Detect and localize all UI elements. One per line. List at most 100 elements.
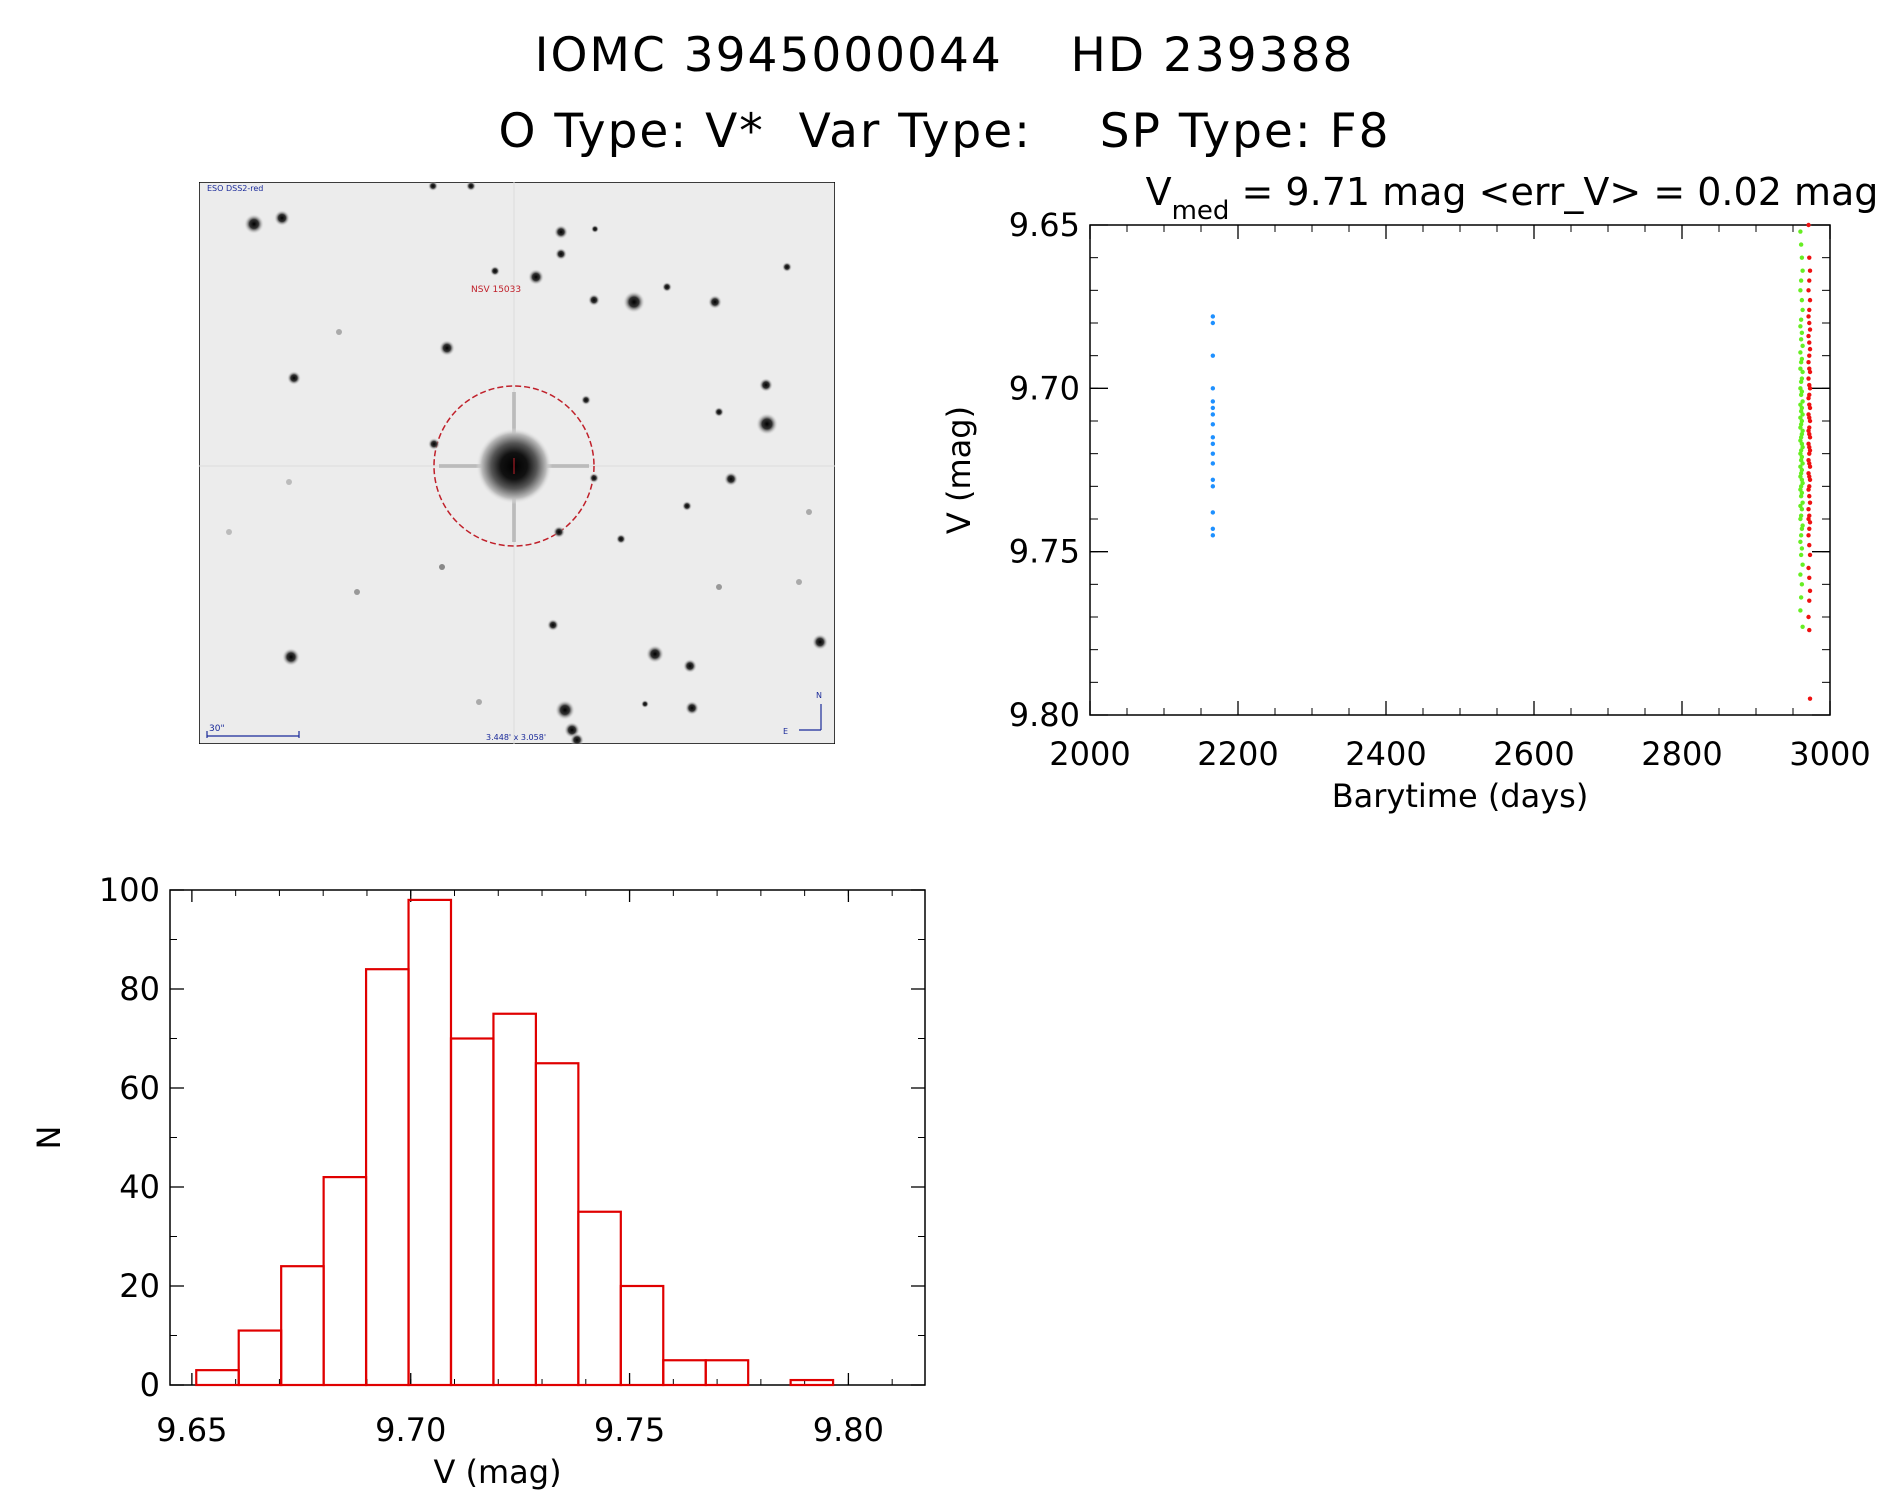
data-point	[1210, 320, 1216, 326]
survey-label: ESO DSS2-red	[207, 184, 263, 193]
histogram-bar	[789, 1378, 835, 1387]
data-point	[1210, 435, 1216, 440]
data-point	[1807, 451, 1812, 456]
histogram-bar	[449, 1037, 495, 1387]
histogram-bar	[577, 1210, 622, 1387]
data-point	[1807, 418, 1813, 424]
data-point	[1807, 369, 1813, 375]
x-axis-label: Barytime (days)	[1332, 777, 1589, 815]
data-point	[1806, 288, 1811, 293]
data-point	[1799, 526, 1805, 531]
x-tick-label: 2400	[1345, 735, 1426, 773]
y-tick-label: 0	[140, 1366, 160, 1404]
y-tick-label: 60	[119, 1069, 160, 1107]
data-point	[1798, 242, 1804, 247]
data-point	[1807, 464, 1813, 469]
data-point	[1807, 598, 1812, 603]
data-point	[1210, 399, 1216, 404]
data-point	[1210, 533, 1216, 538]
histogram-bar	[237, 1329, 283, 1387]
data-point	[1798, 337, 1804, 342]
east-label: E	[783, 727, 788, 736]
data-point	[1800, 500, 1805, 505]
data-point	[1210, 412, 1216, 417]
scale-label: 30"	[209, 724, 225, 734]
x-tick-label: 2000	[1049, 735, 1130, 773]
histogram-bar	[704, 1359, 750, 1387]
data-point	[1210, 422, 1216, 427]
data-point	[1806, 507, 1811, 512]
histogram-bar	[492, 1012, 538, 1387]
data-point	[1798, 324, 1803, 329]
fov-label: 3.448' x 3.058'	[486, 733, 546, 742]
data-point	[1798, 229, 1803, 234]
histogram-plot-area: 9.65 9.70 9.75 9.80 0 20 40 60 80 100 V (mag) N	[30, 871, 926, 1491]
data-point	[1798, 379, 1804, 384]
data-point	[1807, 405, 1813, 411]
data-point	[1799, 297, 1805, 303]
x-tick-label: 2800	[1641, 735, 1722, 773]
x-tick-label: 9.65	[156, 1411, 227, 1449]
data-point	[1798, 608, 1803, 613]
x-tick-label: 9.70	[375, 1411, 446, 1449]
histogram-bar	[534, 1062, 580, 1387]
data-point	[1210, 451, 1216, 456]
data-point	[1807, 346, 1813, 352]
data-point	[1806, 222, 1811, 228]
light-curve-plot-area: 2000 2200 2400 2600 2800 3000 9.65 9.70 9.75 9.80…	[940, 206, 1871, 815]
data-point	[1806, 533, 1811, 538]
data-point	[1798, 350, 1803, 355]
data-point	[1800, 399, 1805, 404]
y-tick-label: 80	[119, 970, 160, 1008]
histogram-bar	[195, 1369, 240, 1387]
x-axis-label: V (mag)	[433, 1453, 561, 1491]
light-curve-frame	[1089, 224, 1831, 716]
data-point	[1807, 435, 1813, 440]
y-tick-label: 9.80	[1009, 696, 1080, 734]
data-point	[1210, 405, 1216, 411]
histogram-bar	[322, 1176, 368, 1387]
data-point	[1806, 333, 1811, 339]
data-point	[1807, 297, 1813, 303]
data-point	[1800, 369, 1805, 375]
data-point	[1807, 500, 1813, 505]
data-point	[1807, 278, 1812, 283]
data-point	[1807, 542, 1812, 548]
data-point	[1210, 526, 1216, 531]
data-point	[1210, 314, 1216, 319]
data-point	[1798, 516, 1803, 522]
target-circle	[433, 385, 595, 547]
data-point	[1210, 386, 1216, 391]
data-point	[1806, 395, 1811, 401]
data-point	[1806, 516, 1811, 522]
data-point	[1798, 595, 1804, 600]
histogram-bar	[364, 968, 410, 1387]
y-axis-label: N	[30, 1126, 68, 1150]
data-point	[1210, 441, 1216, 447]
finder-chart-image: ESO DSS2-red NSV 15033 30" 3.448' x 3.05…	[199, 182, 835, 744]
data-point	[1806, 376, 1811, 381]
data-point	[1799, 582, 1805, 587]
data-point	[1798, 366, 1803, 371]
data-point	[1798, 425, 1803, 430]
histogram-bar	[407, 898, 453, 1387]
data-point	[1798, 278, 1804, 283]
data-point	[1799, 255, 1805, 260]
data-point	[1798, 552, 1804, 558]
data-point	[1806, 360, 1811, 365]
y-tick-label: 100	[99, 871, 160, 909]
y-tick-label: 40	[119, 1168, 160, 1206]
object-type-line: O Type: V* Var Type: SP Type: F8	[498, 104, 1391, 159]
data-point	[1800, 268, 1805, 273]
data-point	[1807, 327, 1813, 332]
data-point	[1807, 696, 1813, 701]
data-point	[1798, 572, 1803, 577]
data-point	[1807, 526, 1812, 531]
data-point	[1799, 330, 1805, 335]
data-point	[1807, 493, 1812, 499]
field-stars	[226, 182, 828, 744]
data-point	[1807, 353, 1812, 358]
data-point	[1798, 317, 1804, 322]
light-curve-title-rest: = 9.71 mag <err_V> = 0.02 mag	[1229, 170, 1878, 214]
data-point	[1807, 588, 1813, 594]
